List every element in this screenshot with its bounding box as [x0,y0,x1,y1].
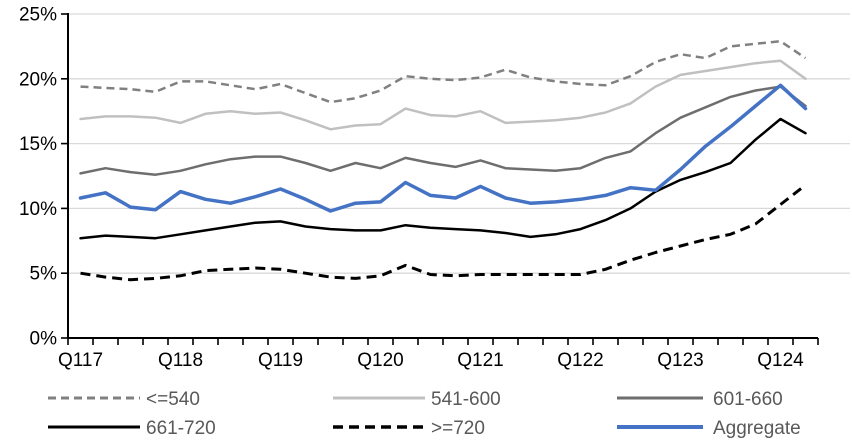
y-axis-label: 0% [30,329,58,350]
x-axis-label: Q123 [657,350,703,371]
legend: <=540 541-600 601-660 661-720 >=720 Aggregate [48,389,801,439]
gridlines [68,13,850,274]
axes [67,13,818,339]
legend-label-661-720: 661-720 [146,418,216,439]
series-line-661-720 [79,117,807,240]
legend-label-aggregate: Aggregate [713,418,801,439]
series-lines [78,39,808,282]
series-line-aggregate [78,83,808,213]
x-axis-label: Q122 [557,350,603,371]
legend-label-lte-540: <=540 [146,389,200,410]
legend-label-601-660: 601-660 [713,389,783,410]
x-axis-label: Q124 [757,350,804,371]
y-axis-label: 5% [30,264,58,285]
x-axis-labels: Q117 Q118 Q119 Q120 Q121 Q122 Q123 Q124 [58,350,804,371]
y-axis-label: 15% [19,134,57,155]
x-axis-label: Q119 [258,350,303,371]
y-axis-label: 20% [19,69,57,90]
y-axis-label: 10% [19,199,57,220]
x-axis-label: Q120 [357,350,403,371]
x-axis-label: Q121 [457,350,503,371]
x-axis-label: Q118 [158,350,203,371]
axis-ticks [61,13,819,345]
legend-label-541-600: 541-600 [431,389,501,410]
x-axis-label: Q117 [58,350,103,371]
series-line-541-600 [79,59,807,131]
y-axis-label: 25% [19,5,57,26]
series-line-gte-720 [80,183,807,282]
legend-label-gte-720: >=720 [431,418,485,439]
series-line-601-660 [79,85,807,176]
y-axis-labels: 0% 5% 10% 15% 20% 25% [19,5,57,350]
series-line-lte-540 [80,39,807,104]
